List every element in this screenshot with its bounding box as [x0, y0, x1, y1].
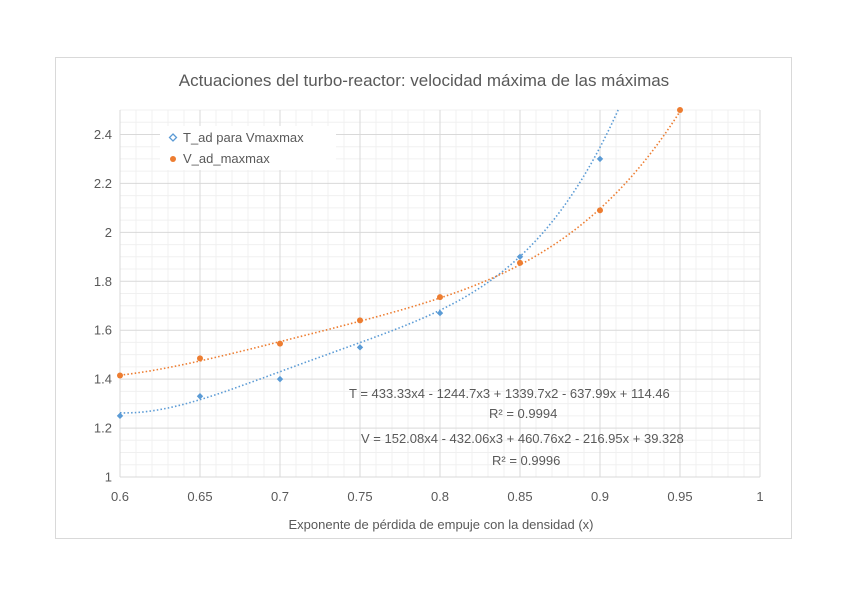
x-tick-label: 0.8	[431, 489, 449, 504]
x-axis-title: Exponente de pérdida de empuje con la de…	[289, 517, 594, 532]
y-tick-label: 2	[105, 225, 112, 240]
data-point-t	[596, 155, 604, 163]
trendline-labels: T = 433.33x4 - 1244.7x3 + 1339.7x2 - 637…	[349, 386, 684, 468]
r2-t: R² = 0.9994	[489, 406, 557, 421]
trendlines	[119, 109, 682, 414]
equation-v: V = 152.08x4 - 432.06x3 + 460.76x2 - 216…	[361, 431, 684, 446]
x-tick-label: 0.95	[667, 489, 692, 504]
y-tick-label: 1.8	[94, 274, 112, 289]
data-point-v	[437, 294, 443, 301]
x-tick-label: 0.7	[271, 489, 289, 504]
data-point-v	[597, 207, 603, 214]
x-tick-label: 0.85	[507, 489, 532, 504]
data-point-t	[516, 253, 524, 260]
legend-marker-t	[168, 133, 178, 142]
chart-title: Actuaciones del turbo-reactor: velocidad…	[179, 71, 669, 90]
legend-label-t: T_ad para Vmaxmax	[183, 130, 304, 145]
y-tick-label: 1.2	[94, 421, 112, 436]
data-point-t	[276, 375, 284, 383]
y-tick-label: 1	[105, 470, 112, 485]
data-point-v	[517, 259, 523, 266]
r2-v: R² = 0.9996	[492, 453, 560, 468]
data-point-v	[277, 340, 283, 347]
tick-labels: 0.6 0.65 0.7 0.75 0.8 0.85 0.9 0.95 1 1 1.2 1.4 1.6 1…	[94, 127, 764, 504]
trendline	[119, 109, 682, 376]
y-tick-label: 1.6	[94, 323, 112, 338]
data-point-v	[357, 317, 363, 324]
data-point-t	[116, 412, 124, 420]
y-tick-label: 2.4	[94, 127, 112, 142]
data-point-t	[356, 344, 364, 351]
legend: T_ad para Vmaxmax V_ad_maxmax	[160, 126, 336, 170]
data-point-t	[196, 393, 204, 400]
data-point-v	[117, 372, 123, 379]
x-tick-label: 0.9	[591, 489, 609, 504]
data-point-t	[436, 309, 444, 317]
equation-t: T = 433.33x4 - 1244.7x3 + 1339.7x2 - 637…	[349, 386, 670, 401]
x-tick-label: 0.65	[187, 489, 212, 504]
data-point-v	[677, 107, 683, 113]
y-tick-label: 1.4	[94, 372, 112, 387]
x-tick-label: 0.6	[111, 489, 129, 504]
y-tick-label: 2.2	[94, 176, 112, 191]
data-markers	[116, 107, 683, 420]
legend-box	[160, 126, 336, 170]
data-point-v	[197, 355, 203, 362]
legend-marker-v	[170, 156, 176, 162]
x-tick-label: 0.75	[347, 489, 372, 504]
x-tick-label: 1	[756, 489, 763, 504]
legend-label-v: V_ad_maxmax	[183, 151, 270, 166]
